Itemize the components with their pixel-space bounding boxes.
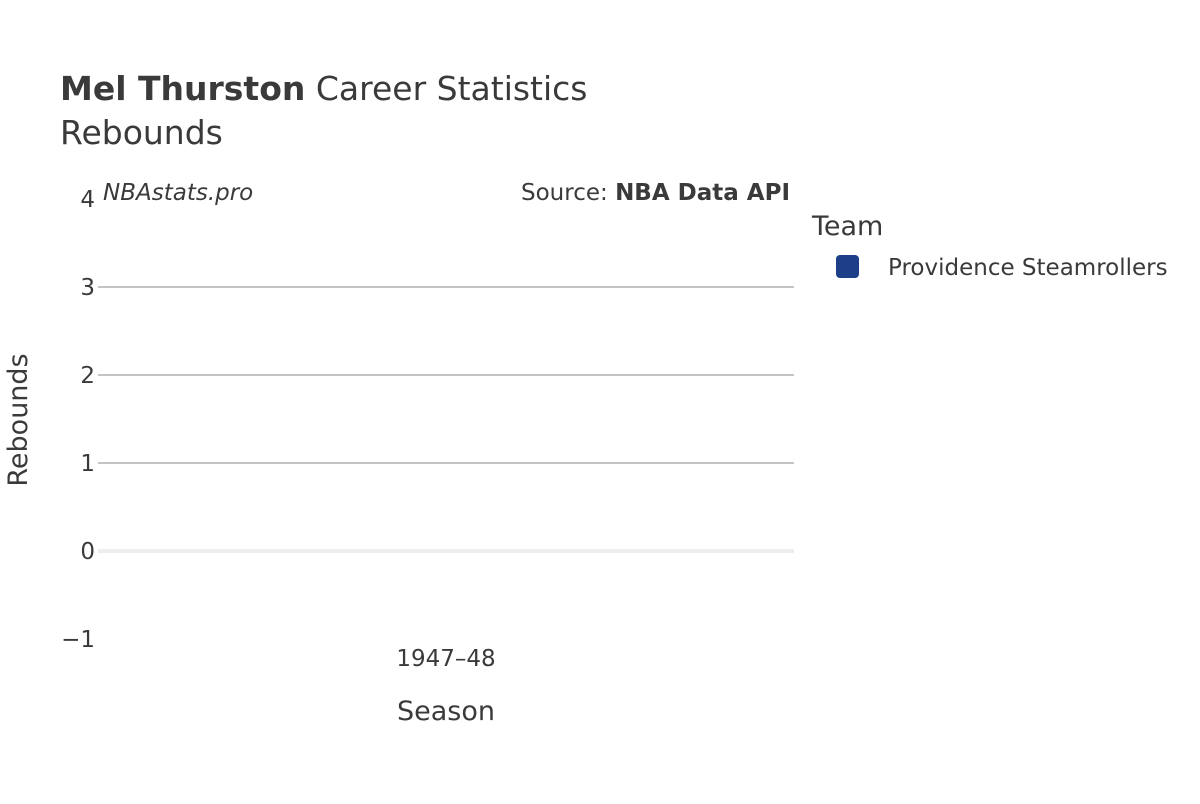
y-tick-label: 4 bbox=[80, 187, 95, 213]
legend-title: Team bbox=[811, 211, 883, 242]
y-axis-title: Rebounds bbox=[3, 353, 34, 486]
watermark: NBAstats.pro bbox=[103, 180, 253, 206]
title-name: Mel Thurston bbox=[60, 69, 305, 108]
chart-subtitle: Rebounds bbox=[60, 113, 223, 152]
legend-label: Providence Steamrollers bbox=[888, 255, 1168, 281]
source-label: Source: bbox=[521, 180, 608, 206]
y-tick-label: 0 bbox=[80, 539, 95, 565]
y-tick-label: 1 bbox=[80, 451, 95, 477]
source-name: NBA Data API bbox=[615, 180, 790, 206]
y-tick-label: 2 bbox=[80, 363, 95, 389]
x-axis-title: Season bbox=[397, 696, 495, 727]
y-tick-label: 3 bbox=[80, 275, 95, 301]
y-tick-label: −1 bbox=[61, 627, 95, 653]
title-rest: Career Statistics bbox=[316, 69, 588, 108]
legend-swatch bbox=[836, 255, 859, 278]
source: Source: NBA Data API bbox=[521, 180, 790, 206]
x-tick-label: 1947–48 bbox=[396, 646, 495, 672]
chart-title: Mel Thurston Career Statistics bbox=[60, 69, 588, 108]
